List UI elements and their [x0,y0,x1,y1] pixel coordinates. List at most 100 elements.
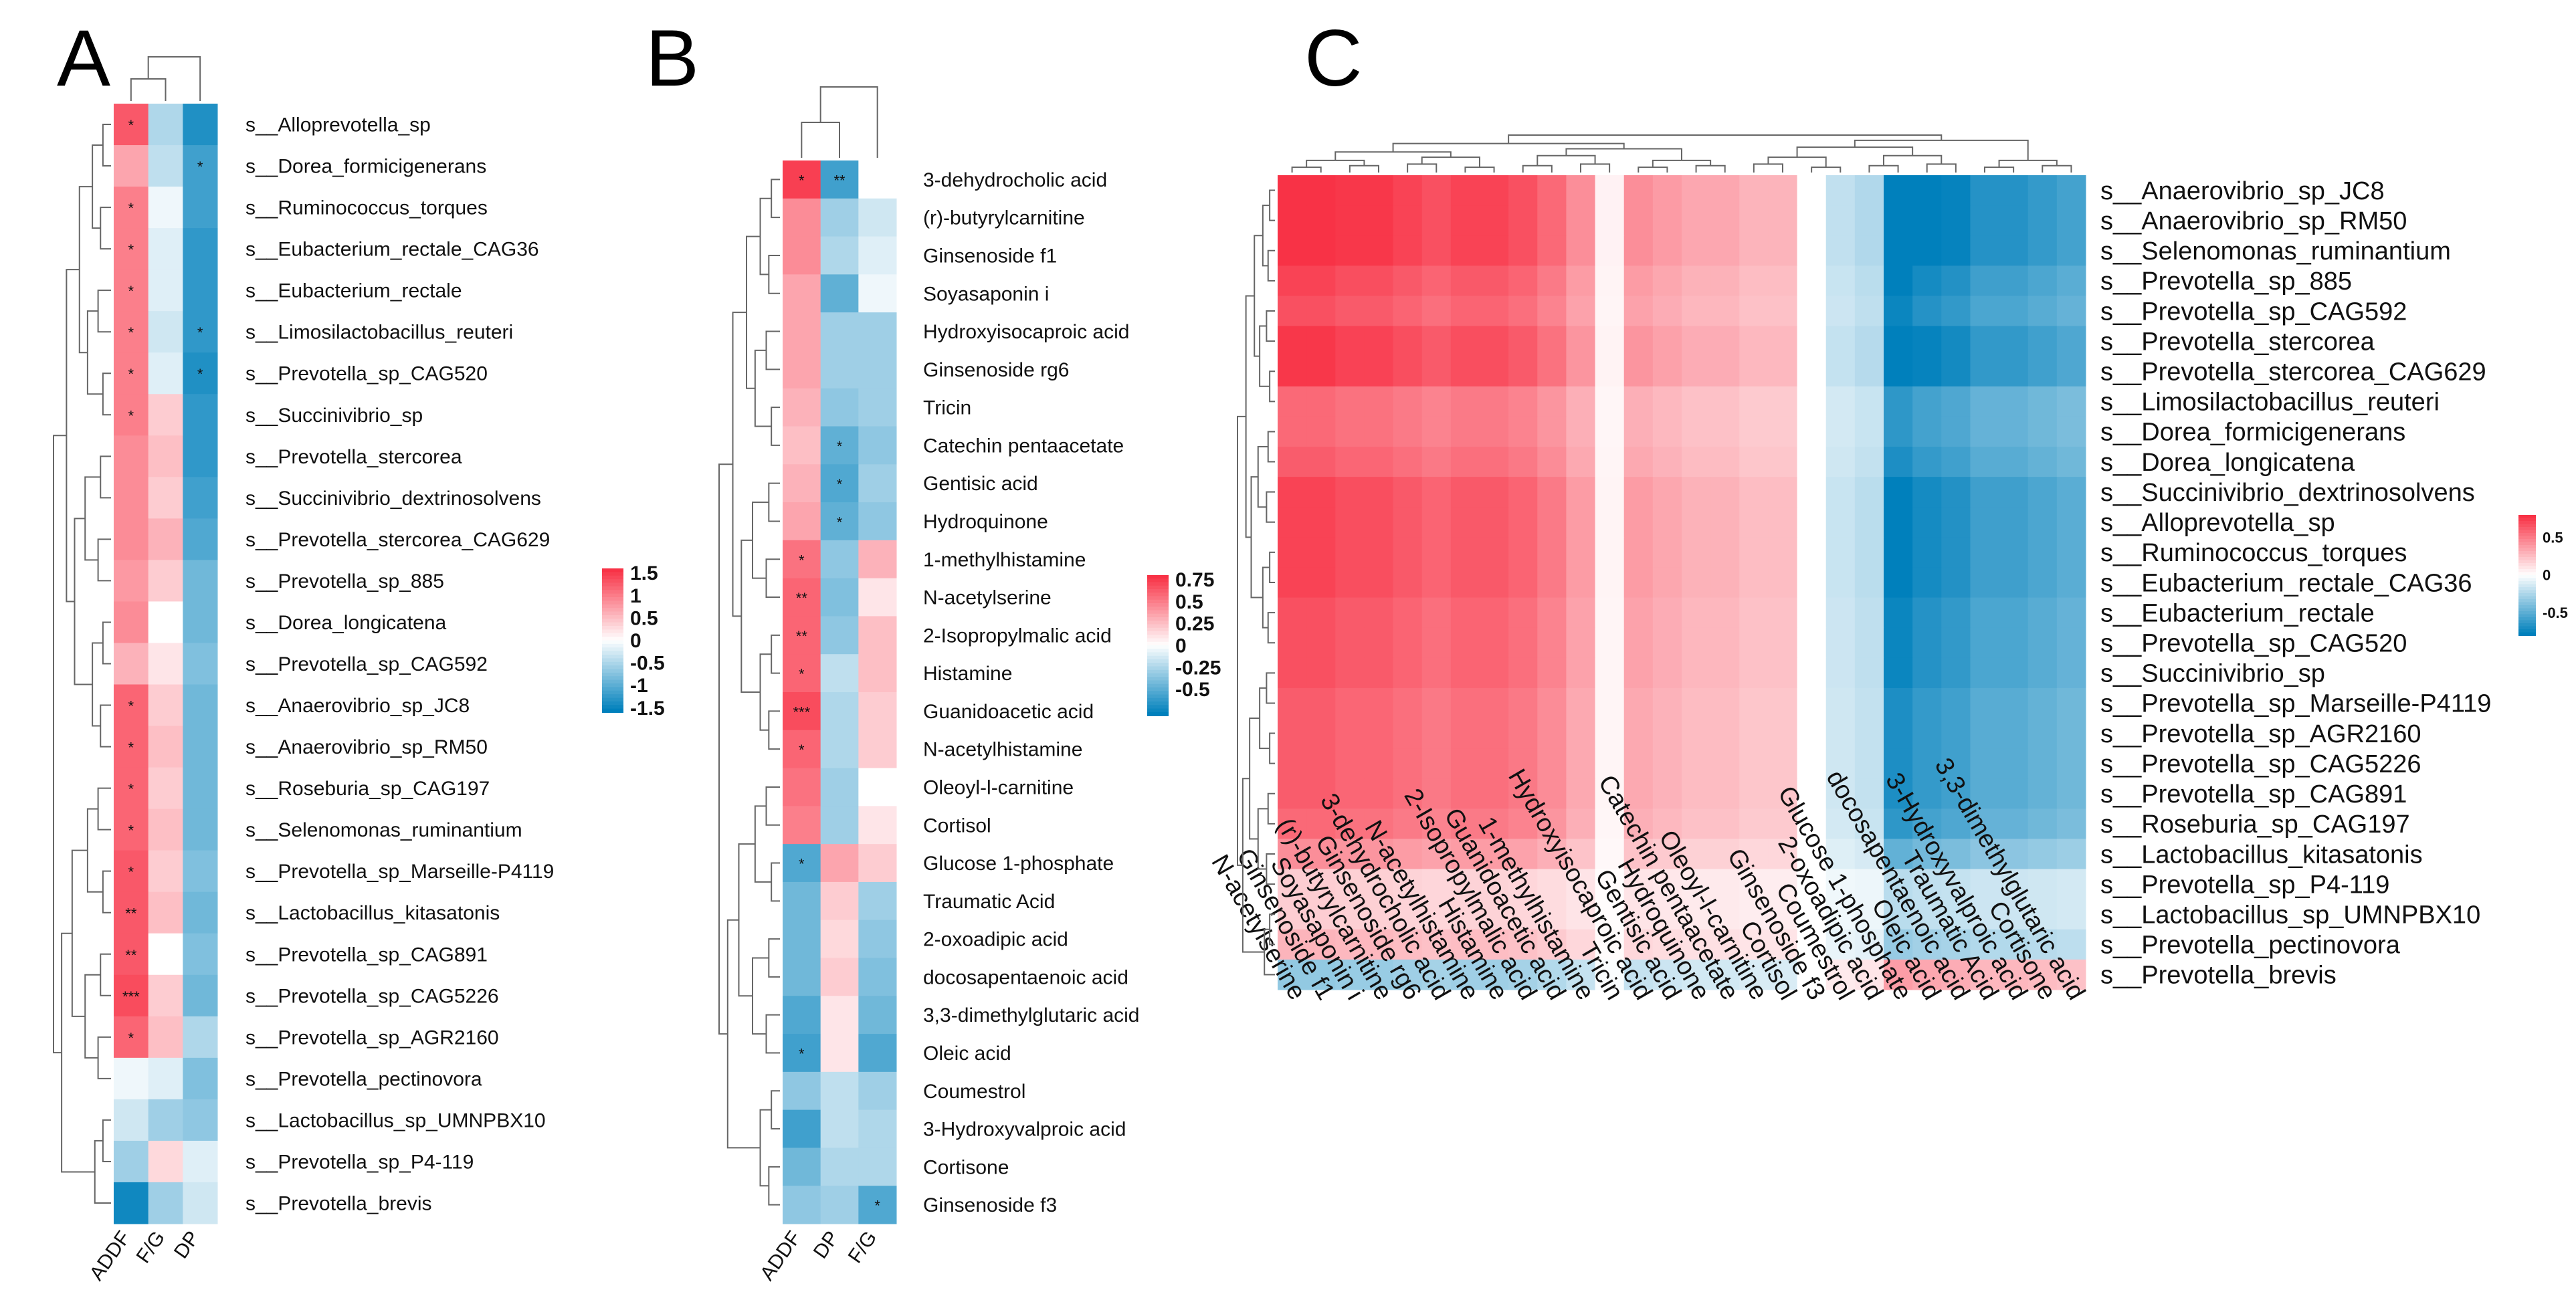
row-label: Hydroxyisocaproic acid [923,321,1129,343]
heatmap-cell [1941,959,1971,990]
heatmap-cell [783,1109,821,1148]
heatmap-cell [858,1148,897,1186]
heatmap-cell [1854,447,1884,477]
legend-swatch [1147,649,1169,653]
heatmap-cell [1421,748,1452,779]
heatmap-cell [1999,899,2029,930]
heatmap-cell [1710,265,1740,296]
legend-tick: 1.5 [630,562,658,584]
heatmap-cell [1450,265,1480,296]
heatmap-cell [2056,929,2086,960]
row-label: s__Lactobacillus_kitasatonis [2100,841,2423,869]
heatmap-cell [1623,808,1654,839]
heatmap-cell [1999,718,2029,749]
heatmap-cell [148,560,183,602]
heatmap-cell [1306,175,1336,206]
legend-tick: -0.25 [1175,657,1221,679]
heatmap-cell [1797,537,1827,568]
heatmap-cell [1364,326,1394,357]
heatmap-cell [1710,296,1740,327]
heatmap-cell [1970,205,2000,236]
heatmap-cell [1306,718,1336,749]
heatmap-cell [858,919,897,958]
heatmap-cell [1854,959,1884,990]
row-dendrogram [1262,566,1270,629]
heatmap-cell [1364,778,1394,809]
heatmap-cell [1364,235,1394,266]
legend-swatch [602,601,623,605]
heatmap-cell [2027,808,2058,839]
legend-swatch [1147,683,1169,688]
heatmap-cell [1941,808,1971,839]
heatmap-cell [1364,657,1394,689]
heatmap-cell [1739,778,1769,809]
heatmap-cell [1999,869,2029,900]
row-dendrogram [100,455,111,499]
heatmap-cell [1306,205,1336,236]
heatmap-cell [1768,265,1798,296]
legend-swatch [2518,551,2536,555]
legend-tick: -1 [630,675,648,697]
heatmap-cell [1710,778,1740,809]
heatmap-cell [1912,869,1942,900]
heatmap-cell [1739,718,1769,749]
heatmap-cell [1652,477,1682,508]
heatmap-cell [1306,356,1336,387]
heatmap-cell [2027,205,2058,236]
column-dendrogram [1811,167,1842,173]
heatmap-cell [1364,416,1394,447]
heatmap-cell [1797,477,1827,508]
heatmap-cell [1278,205,1307,236]
heatmap-cell [1306,808,1336,839]
row-label: Histamine [923,663,1012,685]
heatmap-cell [114,228,149,270]
heatmap-cell [1566,657,1596,689]
row-label: s__Roseburia_sp_CAG197 [2100,810,2410,839]
row-label: s__Prevotella_sp_Marseille-P4119 [245,861,554,883]
heatmap-cell [2056,627,2086,659]
heatmap-cell [1884,567,1913,599]
legend-tick: 0.75 [1175,569,1214,591]
heatmap-cell [1652,205,1682,236]
heatmap-cell [183,684,218,727]
heatmap-cell [1682,597,1711,629]
legend-swatch [1147,603,1169,608]
legend-swatch [1147,575,1169,580]
heatmap-cell [820,806,859,845]
legend-swatch [2518,569,2536,573]
heatmap-cell [1278,356,1307,387]
heatmap-cell [820,958,859,996]
heatmap-cell [1652,235,1682,266]
heatmap-cell [1884,597,1913,629]
heatmap-cell [858,274,897,313]
heatmap-cell [114,145,149,187]
heatmap-cell [1825,899,1856,930]
heatmap-cell [1595,627,1625,659]
heatmap-cell [1364,839,1394,870]
heatmap-cell [1797,356,1827,387]
heatmap-cell [1854,687,1884,719]
legend-swatch [2518,548,2536,552]
row-label: s__Anaerovibrio_sp_JC8 [245,695,470,717]
heatmap-cell [2056,537,2086,568]
heatmap-cell [1652,899,1682,930]
heatmap-cell [1999,839,2029,870]
heatmap-cell [1710,718,1740,749]
heatmap-cell [1421,356,1452,387]
heatmap-cell [1421,386,1452,417]
significance-label: * [128,200,134,217]
heatmap-cell [1278,235,1307,266]
significance-label: * [128,781,134,798]
heatmap-cell [1421,808,1452,839]
row-dendrogram [738,843,755,997]
heatmap-cell [1854,356,1884,387]
heatmap-cell [1912,447,1942,477]
heatmap-cell [2056,839,2086,870]
heatmap-cell [1884,235,1913,266]
heatmap-cell [1682,326,1711,357]
significance-label: * [128,366,134,383]
row-dendrogram [74,518,93,685]
heatmap-cell [2027,567,2058,599]
heatmap-cell [820,350,859,389]
heatmap-cell [1797,507,1827,538]
